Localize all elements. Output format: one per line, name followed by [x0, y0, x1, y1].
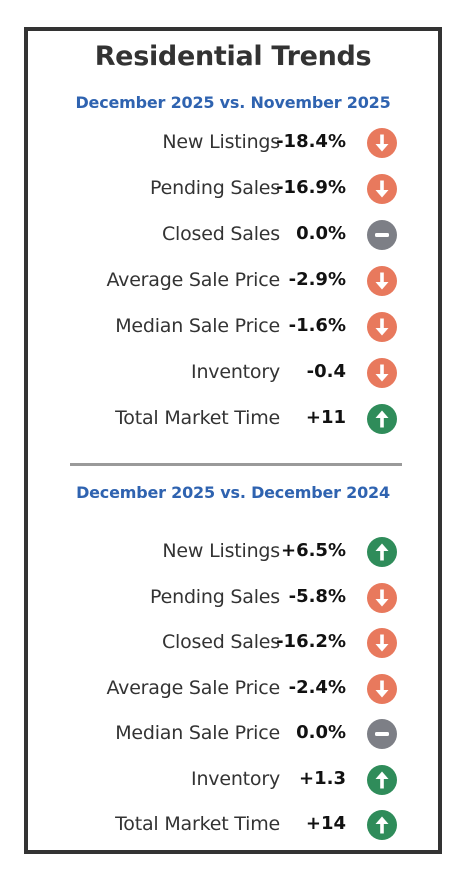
arrow-down-icon: [367, 582, 397, 613]
metric-label: Average Sale Price: [106, 269, 280, 291]
metric-value: +1.3: [299, 767, 346, 789]
metric-label: Closed Sales: [161, 223, 280, 245]
metric-row: Pending Sales -5.8%: [28, 582, 398, 614]
metric-label: Pending Sales: [150, 177, 280, 199]
metric-row: Closed Sales 0.0%: [28, 219, 398, 251]
minus-icon: [367, 220, 397, 250]
metric-label: Average Sale Price: [106, 676, 280, 699]
arrow-down-icon: [367, 628, 397, 658]
metric-row: Median Sale Price 0.0%: [28, 718, 398, 750]
metric-label: Pending Sales: [150, 585, 280, 608]
arrow-up-icon: [367, 764, 397, 795]
section-heading-month-over-month: December 2025 vs. November 2025: [75, 93, 391, 112]
metric-value: 0.0%: [296, 722, 346, 743]
arrow-down-icon: [367, 358, 397, 388]
minus-icon: [367, 719, 397, 749]
arrow-down-icon: [367, 174, 397, 204]
metric-row: Median Sale Price -1.6%: [28, 311, 398, 343]
metric-label: Total Market Time: [115, 813, 280, 835]
arrow-up-icon: [367, 810, 397, 840]
arrow-down-icon: [367, 128, 397, 158]
metric-value: 0.0%: [296, 223, 346, 244]
metric-row: Inventory -0.4: [28, 357, 398, 389]
metric-value: -18.4%: [276, 131, 346, 152]
metric-value: +11: [305, 407, 346, 428]
metric-row: Average Sale Price -2.9%: [28, 265, 398, 297]
metric-value: -0.4: [306, 361, 346, 382]
metric-label: New Listings: [162, 540, 280, 562]
arrow-down-icon: [367, 266, 397, 296]
metric-label: New Listings: [162, 131, 280, 153]
metric-label: Median Sale Price: [115, 315, 280, 337]
metric-value: -5.8%: [288, 585, 346, 607]
metric-row: Pending Sales -16.9%: [28, 173, 398, 205]
metric-label: Inventory: [191, 361, 280, 383]
metric-row: Total Market Time +11: [28, 403, 398, 435]
residential-trends-panel: Residential Trends December 2025 vs. Nov…: [24, 27, 442, 854]
metric-label: Median Sale Price: [115, 722, 280, 744]
metric-row: Total Market Time +14: [28, 809, 398, 841]
metric-row: New Listings +6.5%: [28, 536, 398, 568]
metric-value: -2.9%: [288, 269, 346, 290]
metric-value: +14: [305, 813, 346, 834]
arrow-down-icon: [367, 673, 397, 704]
metric-label: Inventory: [191, 767, 280, 790]
section-heading-year-over-year: December 2025 vs. December 2024: [76, 483, 390, 502]
metric-value: -2.4%: [288, 676, 346, 698]
metric-row: Average Sale Price -2.4%: [28, 673, 398, 705]
arrow-down-icon: [367, 312, 397, 342]
metric-value: -16.9%: [276, 177, 346, 198]
metric-row: Closed Sales -16.2%: [28, 627, 398, 659]
arrow-up-icon: [367, 404, 397, 434]
metric-row: New Listings -18.4%: [28, 127, 398, 159]
metric-value: +6.5%: [280, 540, 346, 561]
metric-row: Inventory +1.3: [28, 764, 398, 796]
metric-value: -16.2%: [276, 631, 346, 652]
arrow-up-icon: [367, 537, 397, 567]
metric-label: Closed Sales: [161, 631, 280, 653]
metric-value: -1.6%: [288, 315, 346, 336]
metric-label: Total Market Time: [115, 407, 280, 429]
panel-title: Residential Trends: [94, 41, 372, 72]
section-divider: [70, 463, 402, 466]
